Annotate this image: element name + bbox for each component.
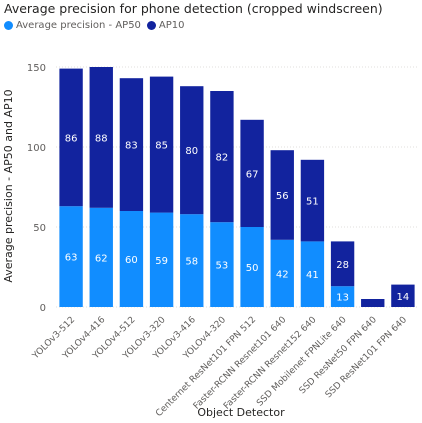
bar-data-label: 59 xyxy=(155,256,168,267)
bar-data-label: 28 xyxy=(336,260,349,271)
y-tick-label: 100 xyxy=(27,143,46,154)
bar-ap50[interactable] xyxy=(210,222,234,307)
y-axis-ticks: 0 50 100 150 xyxy=(27,63,46,314)
bar-ap10[interactable] xyxy=(149,76,174,213)
bar-data-label: 62 xyxy=(95,253,108,264)
legend-item-ap10[interactable]: AP10 xyxy=(146,20,185,31)
bar-data-label: 63 xyxy=(65,253,78,264)
bar-ap10[interactable] xyxy=(59,68,83,207)
bar-ap10[interactable] xyxy=(89,67,113,208)
y-tick-label: 0 xyxy=(40,303,46,314)
bar-data-label: 67 xyxy=(246,169,259,180)
bar-ap10[interactable] xyxy=(240,119,264,227)
bar-data-label: 53 xyxy=(216,261,229,272)
legend-swatch-ap10 xyxy=(146,21,156,30)
x-axis-label: Object Detector xyxy=(197,406,285,419)
bar-ap10[interactable] xyxy=(119,78,144,211)
legend: Average precision - AP50 AP10 xyxy=(4,20,191,31)
bars xyxy=(59,67,415,307)
bar-data-label: 14 xyxy=(397,292,410,303)
bar-ap50[interactable] xyxy=(300,241,325,307)
bar-ap10[interactable] xyxy=(361,299,385,307)
legend-label-ap50: Average precision - AP50 xyxy=(16,20,141,31)
x-axis-ticks: YOLOv3-512YOLOv4-416YOLOv4-512YOLOv3-320… xyxy=(30,315,409,419)
bar-ap10[interactable] xyxy=(210,91,234,223)
bar-data-label: 50 xyxy=(246,263,259,274)
legend-item-ap50[interactable]: Average precision - AP50 xyxy=(4,20,141,31)
bar-ap50[interactable] xyxy=(330,286,355,307)
bar-data-label: 80 xyxy=(185,146,198,157)
bar-ap50[interactable] xyxy=(149,212,174,307)
bar-ap50[interactable] xyxy=(119,211,144,307)
legend-label-ap10: AP10 xyxy=(158,20,185,31)
gridlines xyxy=(56,66,418,308)
bar-ap10[interactable] xyxy=(330,241,355,287)
bar-data-label: 83 xyxy=(125,141,138,152)
bar-data-label: 13 xyxy=(336,293,349,304)
bar-data-label: 88 xyxy=(95,133,108,144)
bar-data-label: 56 xyxy=(276,191,289,202)
bar-ap50[interactable] xyxy=(59,206,83,307)
bar-data-label: 51 xyxy=(306,197,319,208)
bar-ap50[interactable] xyxy=(89,207,113,307)
bar-ap10[interactable] xyxy=(270,150,294,240)
chart-title: Average precision for phone detection (c… xyxy=(4,1,383,16)
bar-data-label: 82 xyxy=(216,153,229,164)
bar-data-label: 86 xyxy=(65,133,78,144)
legend-swatch-ap50 xyxy=(4,21,13,30)
bar-data-labels: 63 86 62 88 60 83 59 85 58 80 53 82 50 67 42 56 41 51 13 28… xyxy=(65,133,410,303)
y-tick-label: 150 xyxy=(27,63,46,74)
bar-ap50[interactable] xyxy=(270,239,294,307)
y-tick-label: 50 xyxy=(33,223,46,234)
bar-data-label: 60 xyxy=(125,255,138,266)
bar-data-label: 41 xyxy=(306,270,319,281)
bar-ap10[interactable] xyxy=(180,86,204,215)
bar-data-label: 58 xyxy=(185,257,198,268)
y-axis-label: Average precision - AP50 and AP10 xyxy=(2,89,15,282)
bar-ap10[interactable] xyxy=(391,284,415,307)
bar-ap50[interactable] xyxy=(240,227,264,307)
bar-data-label: 85 xyxy=(155,141,168,152)
bar-ap50[interactable] xyxy=(180,214,204,307)
bar-ap10[interactable] xyxy=(300,159,325,242)
bar-data-label: 42 xyxy=(276,269,289,280)
